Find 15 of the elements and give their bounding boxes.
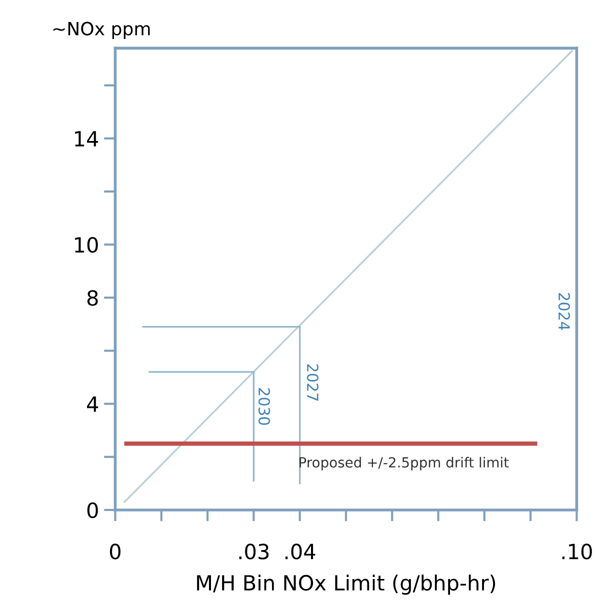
annotation: 2024 — [558, 293, 570, 330]
annotation: Proposed +/-2.5ppm drift limit — [300, 456, 509, 470]
x-axis-title: M/H Bin NOx Limit (g/bhp-hr) — [197, 574, 496, 595]
x-tick-label: 0 — [110, 544, 120, 560]
x-tick-label: .10 — [562, 544, 592, 560]
x-tick-label: .04 — [285, 544, 316, 560]
annotation: 2030 — [258, 388, 270, 425]
y-tick-label: 0 — [87, 502, 98, 518]
y-axis-title: ~NOx ppm — [53, 22, 150, 39]
y-tick-label: 8 — [87, 290, 98, 306]
y-tick-label: 14 — [75, 131, 98, 146]
y-tick-label: 4 — [87, 396, 98, 412]
annotation: 2027 — [306, 364, 318, 401]
y-tick-label: 10 — [75, 237, 98, 253]
x-tick-label: .03 — [239, 544, 269, 560]
